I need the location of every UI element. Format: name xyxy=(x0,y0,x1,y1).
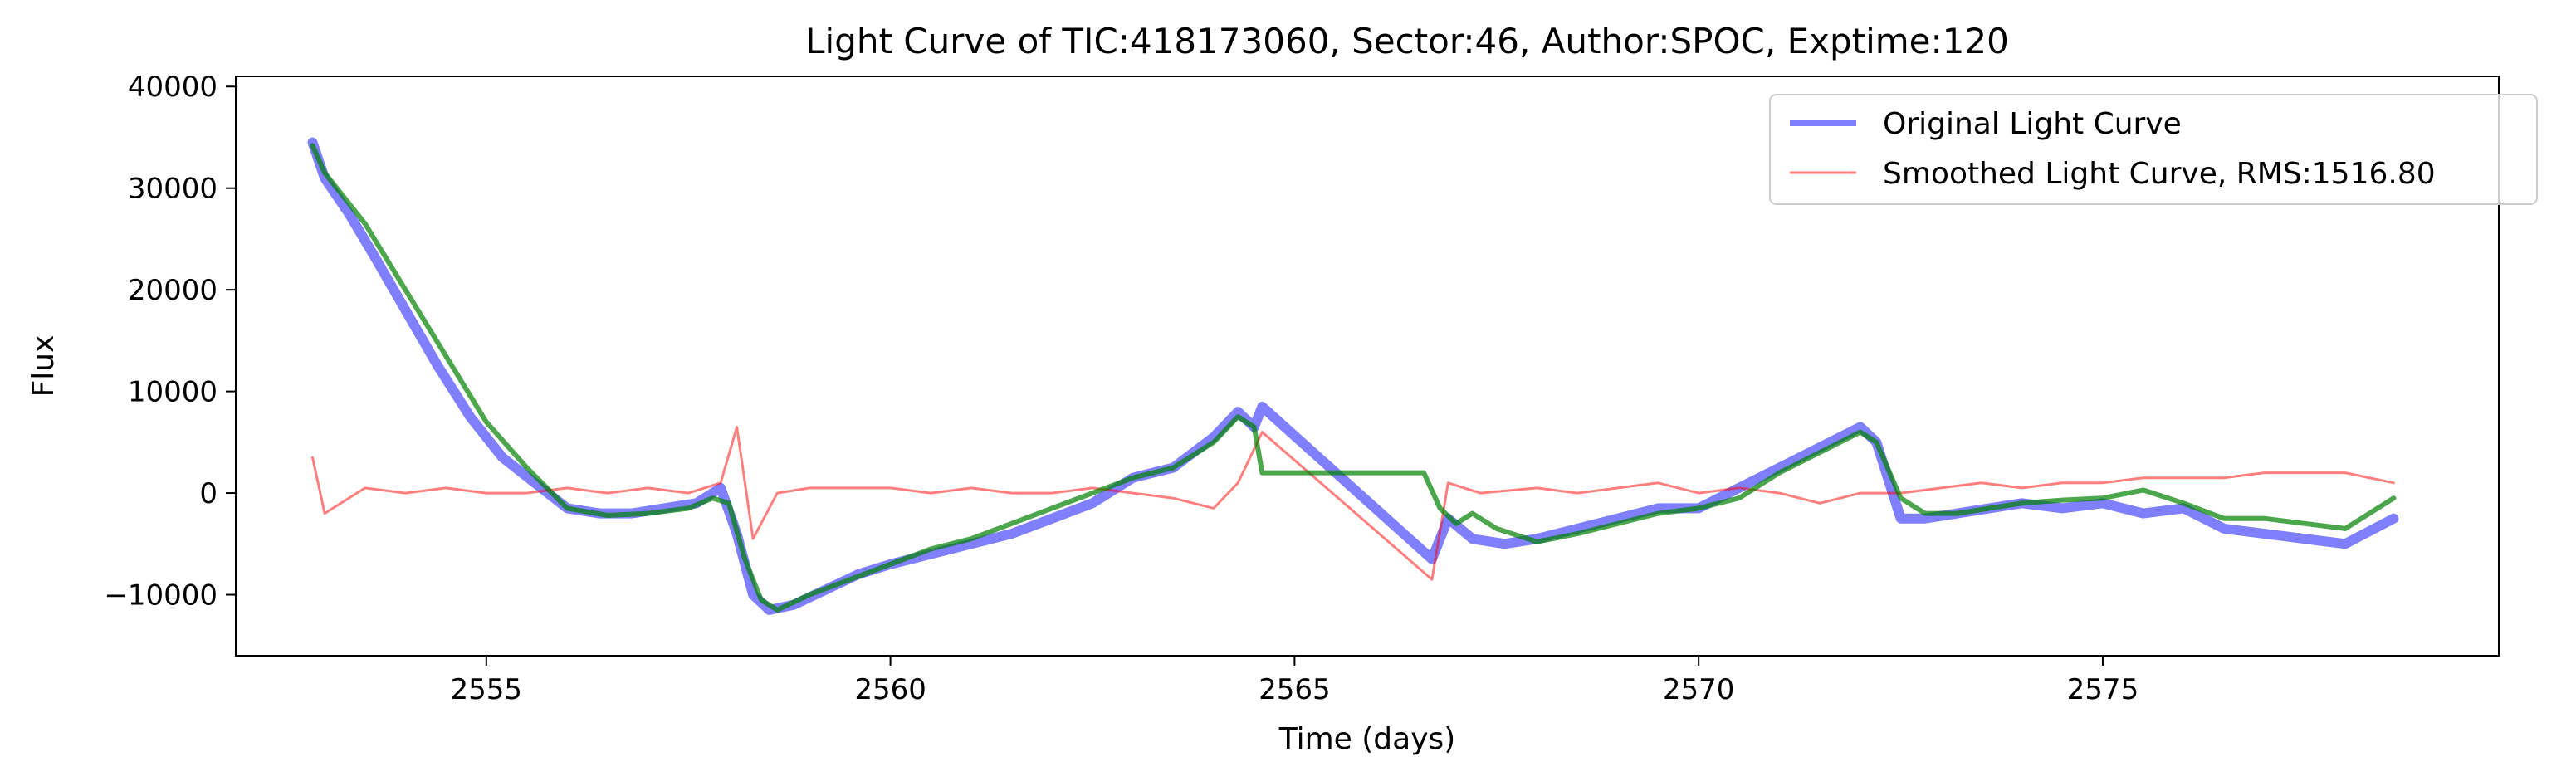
y-axis: −10000 0 10000 20000 30000 40000 xyxy=(104,71,236,613)
y-tick-label: 0 xyxy=(199,477,218,510)
y-tick-label: 10000 xyxy=(128,376,218,409)
x-tick-label: 2565 xyxy=(1259,673,1331,706)
x-tick-label: 2555 xyxy=(451,673,523,706)
x-axis-label: Time (days) xyxy=(1278,722,1456,756)
x-axis: 2555 2560 2565 2570 2575 xyxy=(451,656,2139,706)
y-tick-label: −10000 xyxy=(104,579,218,613)
y-tick-label: 20000 xyxy=(128,274,218,307)
legend: Original Light Curve Smoothed Light Curv… xyxy=(1769,94,2538,205)
legend-label-smoothed: Smoothed Light Curve, RMS:1516.80 xyxy=(1883,157,2436,191)
legend-label-original: Original Light Curve xyxy=(1883,107,2182,141)
legend-box xyxy=(1769,94,2538,205)
x-tick-label: 2560 xyxy=(854,673,926,706)
chart-title: Light Curve of TIC:418173060, Sector:46,… xyxy=(805,21,2009,61)
series-trend-line xyxy=(310,143,2397,613)
y-axis-label: Flux xyxy=(27,335,61,398)
series-smoothed-line xyxy=(311,426,2395,581)
series-layer xyxy=(307,137,2399,615)
y-tick-label: 40000 xyxy=(128,71,218,104)
x-tick-label: 2570 xyxy=(1663,673,1735,706)
x-tick-label: 2575 xyxy=(2067,673,2139,706)
y-tick-label: 30000 xyxy=(128,173,218,206)
plot-frame xyxy=(235,76,2500,657)
